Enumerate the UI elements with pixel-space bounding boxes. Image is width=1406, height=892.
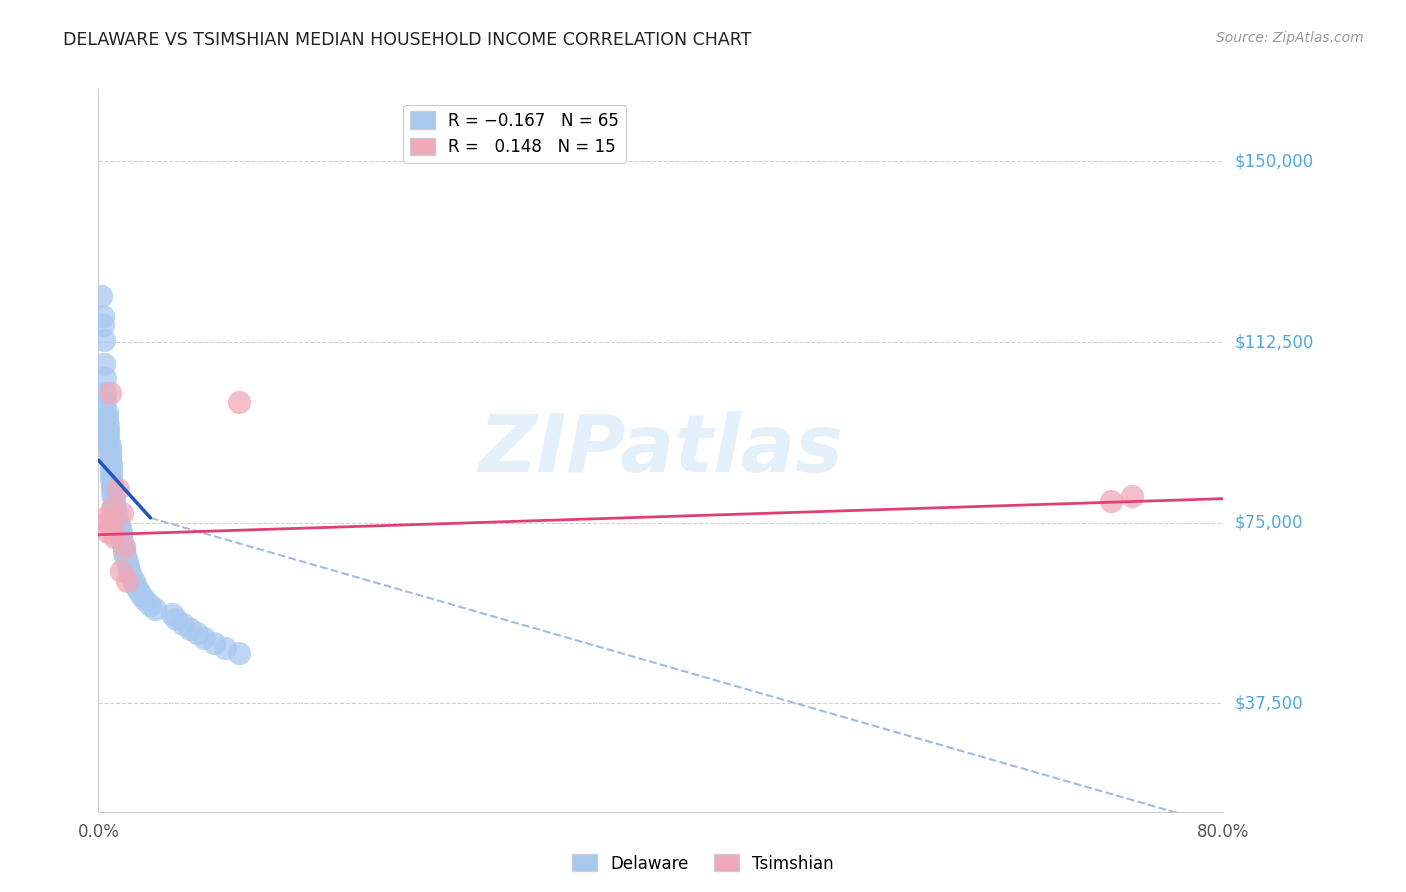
Point xyxy=(143,602,166,616)
Point xyxy=(94,371,117,385)
Point xyxy=(107,516,129,530)
Point xyxy=(98,453,121,467)
Point xyxy=(90,289,112,303)
Point xyxy=(103,491,125,506)
Point xyxy=(97,434,120,448)
Text: $150,000: $150,000 xyxy=(1234,153,1313,170)
Point xyxy=(91,309,114,323)
Point xyxy=(98,439,121,453)
Point xyxy=(93,357,115,371)
Point xyxy=(96,409,118,424)
Point xyxy=(115,574,138,588)
Legend: R = −0.167   N = 65, R =   0.148   N = 15: R = −0.167 N = 65, R = 0.148 N = 15 xyxy=(404,104,626,162)
Point xyxy=(96,516,118,530)
Point xyxy=(134,592,156,607)
Point xyxy=(104,506,127,520)
Point xyxy=(107,482,129,496)
Point xyxy=(108,523,131,537)
Point xyxy=(94,395,117,409)
Point xyxy=(202,636,225,650)
Point xyxy=(110,525,132,540)
Legend: Delaware, Tsimshian: Delaware, Tsimshian xyxy=(565,847,841,880)
Point xyxy=(110,528,132,542)
Point xyxy=(105,511,128,525)
Text: $112,500: $112,500 xyxy=(1234,333,1313,351)
Point xyxy=(114,549,136,564)
Point xyxy=(98,448,121,462)
Point xyxy=(97,429,120,443)
Point xyxy=(96,405,118,419)
Point xyxy=(228,646,250,660)
Point xyxy=(127,583,149,598)
Point xyxy=(129,588,152,602)
Point xyxy=(100,467,122,482)
Point xyxy=(96,415,118,429)
Point xyxy=(117,559,139,574)
Point xyxy=(91,318,114,333)
Point xyxy=(94,511,117,525)
Point xyxy=(112,544,135,558)
Point xyxy=(104,508,127,523)
Point xyxy=(214,640,236,655)
Point xyxy=(97,525,120,540)
Text: $37,500: $37,500 xyxy=(1234,694,1303,713)
Point xyxy=(172,616,194,631)
Point xyxy=(100,463,122,477)
Point xyxy=(165,612,187,626)
Point xyxy=(101,501,124,516)
Point xyxy=(111,506,134,520)
Point xyxy=(104,503,127,517)
Point xyxy=(103,501,125,516)
Point xyxy=(101,482,124,496)
Point xyxy=(193,632,215,646)
Point xyxy=(1099,494,1122,508)
Point xyxy=(186,626,208,640)
Point xyxy=(111,535,134,549)
Point xyxy=(110,564,132,578)
Point xyxy=(108,520,131,534)
Point xyxy=(110,530,132,544)
Text: ZIPatlas: ZIPatlas xyxy=(478,411,844,490)
Point xyxy=(97,419,120,434)
Point xyxy=(1121,489,1143,503)
Point xyxy=(118,564,141,578)
Point xyxy=(107,518,129,533)
Point xyxy=(100,472,122,486)
Text: Source: ZipAtlas.com: Source: ZipAtlas.com xyxy=(1216,31,1364,45)
Point xyxy=(100,458,122,472)
Point xyxy=(93,333,115,347)
Point xyxy=(179,622,201,636)
Text: $75,000: $75,000 xyxy=(1234,514,1303,532)
Point xyxy=(122,574,145,588)
Point xyxy=(94,385,117,400)
Point xyxy=(97,424,120,438)
Point xyxy=(100,520,122,534)
Point xyxy=(160,607,183,622)
Point xyxy=(101,477,124,491)
Point xyxy=(98,443,121,458)
Point xyxy=(115,554,138,568)
Point xyxy=(139,598,162,612)
Point xyxy=(101,487,124,501)
Point xyxy=(112,540,135,554)
Point xyxy=(103,530,125,544)
Text: DELAWARE VS TSIMSHIAN MEDIAN HOUSEHOLD INCOME CORRELATION CHART: DELAWARE VS TSIMSHIAN MEDIAN HOUSEHOLD I… xyxy=(63,31,752,49)
Point xyxy=(112,540,135,554)
Point xyxy=(120,568,142,582)
Point xyxy=(98,385,121,400)
Point xyxy=(105,513,128,527)
Point xyxy=(103,496,125,510)
Point xyxy=(124,578,146,592)
Point xyxy=(228,395,250,409)
